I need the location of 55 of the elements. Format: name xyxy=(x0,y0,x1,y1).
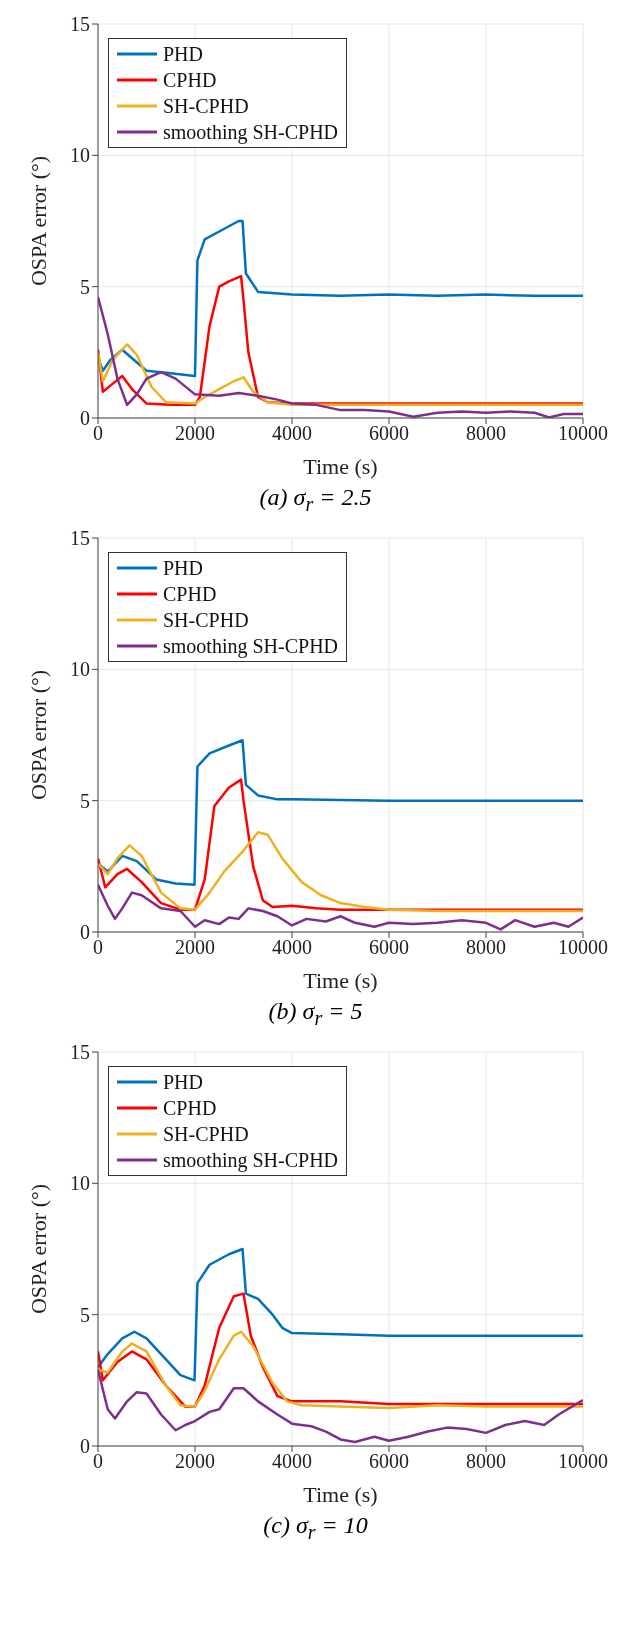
x-axis-title: Time (s) xyxy=(303,454,378,479)
y-tick-label: 15 xyxy=(70,526,90,549)
y-tick-label: 5 xyxy=(80,789,90,812)
y-tick-label: 15 xyxy=(70,1040,90,1063)
legend-label: smoothing SH-CPHD xyxy=(163,1147,339,1173)
x-tick-label: 10000 xyxy=(558,422,608,445)
legend-label: CPHD xyxy=(163,581,217,607)
y-tick-label: 10 xyxy=(70,658,90,681)
line-series xyxy=(98,1247,583,1382)
legend-label: SH-CPHD xyxy=(163,94,249,119)
y-tick-label: 0 xyxy=(80,1434,90,1457)
legend-label: PHD xyxy=(163,555,204,581)
x-tick-label: 4000 xyxy=(272,1449,312,1472)
y-axis-title: OSPA error (°) xyxy=(25,1183,51,1314)
x-tick-label: 4000 xyxy=(272,936,312,958)
x-tick-label: 8000 xyxy=(466,1449,506,1472)
line-series xyxy=(98,219,583,378)
y-tick-label: 5 xyxy=(80,1303,90,1326)
y-tick-label: 10 xyxy=(70,1172,90,1195)
legend-label: SH-CPHD xyxy=(163,607,249,633)
line-series xyxy=(98,343,583,407)
y-tick-label: 0 xyxy=(80,920,90,943)
x-tick-label: 6000 xyxy=(369,422,409,445)
line-series xyxy=(98,1330,583,1409)
x-tick-label: 6000 xyxy=(369,1449,409,1472)
y-tick-label: 0 xyxy=(80,407,90,430)
x-tick-label: 6000 xyxy=(369,936,409,958)
x-axis-title: Time (s) xyxy=(303,967,378,993)
x-tick-label: 8000 xyxy=(466,422,506,445)
legend-label: PHD xyxy=(163,1069,204,1095)
x-tick-label: 2000 xyxy=(175,422,215,445)
x-tick-label: 2000 xyxy=(175,936,215,958)
y-tick-label: 15 xyxy=(70,13,90,36)
x-tick-label: 8000 xyxy=(466,936,506,958)
text: (a) σ$_{r}$ = 2.5 xyxy=(259,484,372,515)
y-tick-label: 10 xyxy=(70,144,90,167)
legend-label: CPHD xyxy=(163,1095,217,1121)
x-tick-label: 2000 xyxy=(175,1449,215,1472)
text: (b) σ$_{r}$ = 5 xyxy=(268,997,363,1029)
text: (c) σ$_{r}$ = 10 xyxy=(263,1511,368,1543)
y-tick-label: 5 xyxy=(80,275,90,298)
y-axis-title: OSPA error (°) xyxy=(25,155,51,287)
legend-label: smoothing SH-CPHD xyxy=(163,120,339,145)
line-series xyxy=(98,1368,583,1443)
x-tick-label: 10000 xyxy=(558,1449,608,1472)
legend-label: PHD xyxy=(163,42,204,67)
x-axis-title: Time (s) xyxy=(303,1481,378,1507)
legend-label: smoothing SH-CPHD xyxy=(163,633,339,659)
legend-label: SH-CPHD xyxy=(163,1121,249,1147)
y-axis-title: OSPA error (°) xyxy=(25,669,51,800)
x-tick-label: 10000 xyxy=(558,936,608,958)
legend-label: CPHD xyxy=(163,68,217,93)
x-tick-label: 4000 xyxy=(272,422,312,445)
line-series xyxy=(98,830,583,913)
line-series xyxy=(98,738,583,886)
